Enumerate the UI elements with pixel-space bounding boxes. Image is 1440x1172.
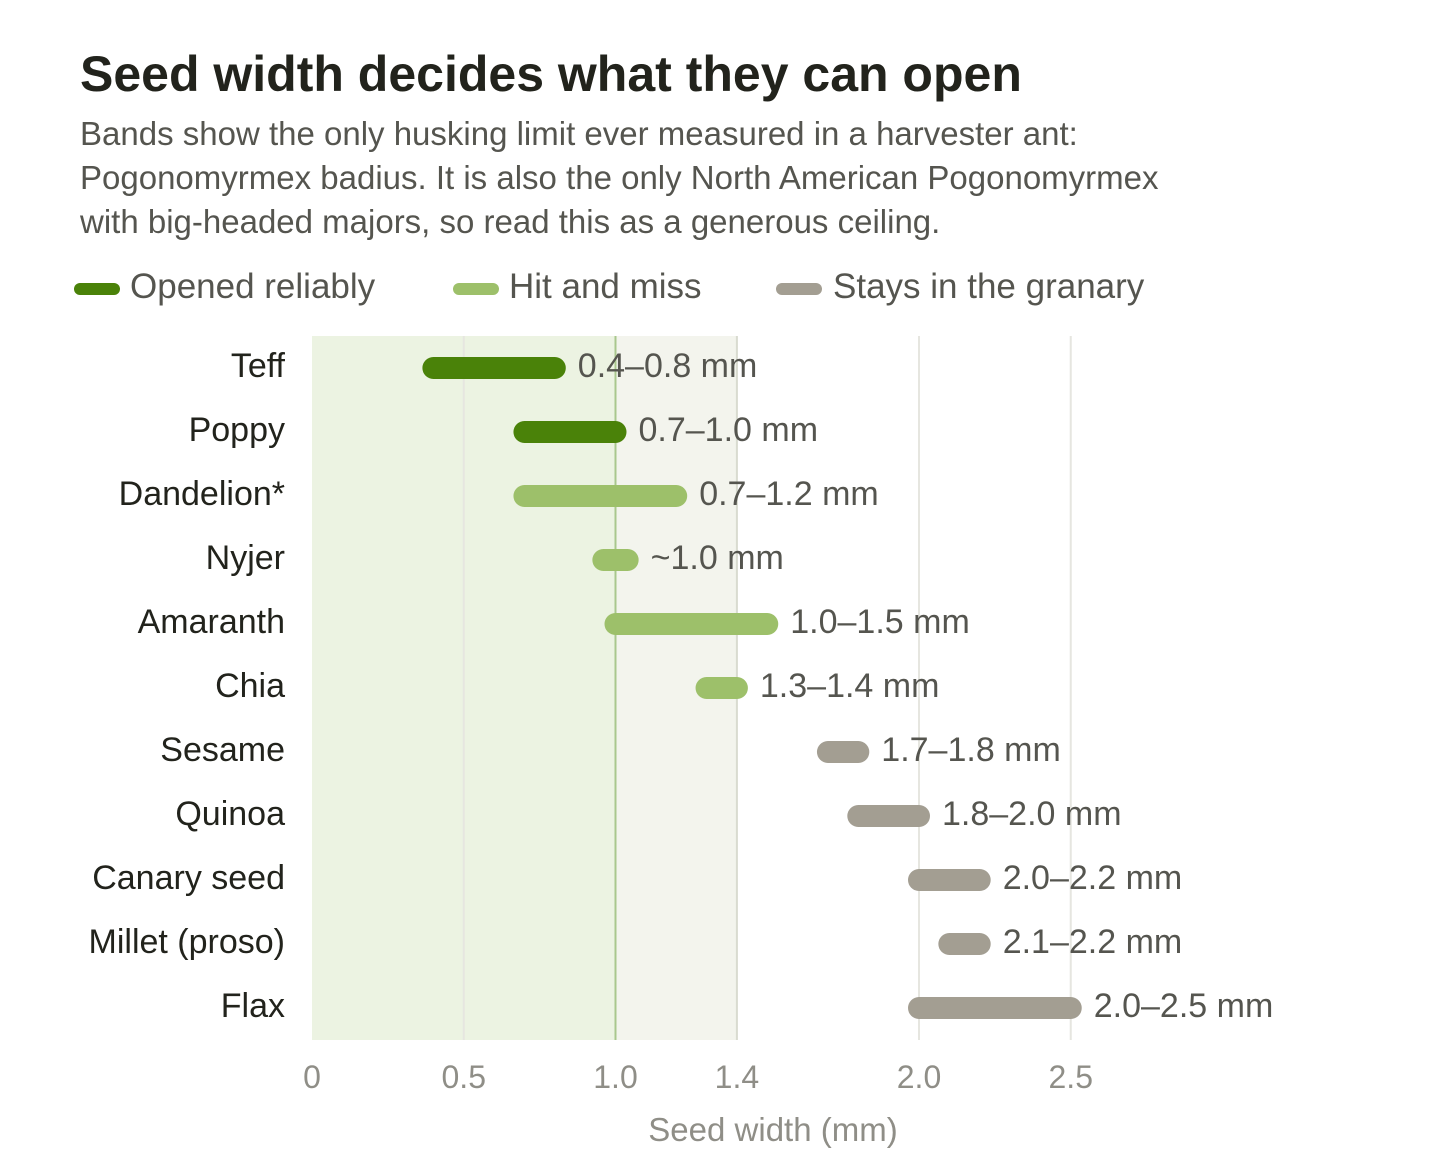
chart-title: Seed width decides what they can open bbox=[80, 46, 1022, 102]
value-label-flax: 2.0–2.5 mm bbox=[1094, 987, 1274, 1025]
value-label-chia: 1.3–1.4 mm bbox=[760, 667, 940, 705]
value-label-nyjer: ~1.0 mm bbox=[651, 539, 784, 577]
x-tick-label-2.5: 2.5 bbox=[1049, 1059, 1093, 1095]
category-label-amaranth: Amaranth bbox=[138, 603, 285, 641]
category-label-millet-proso: Millet (proso) bbox=[89, 923, 285, 961]
category-label-chia: Chia bbox=[215, 667, 285, 705]
legend-label-reliable: Opened reliably bbox=[130, 267, 376, 306]
value-label-dandelion: 0.7–1.2 mm bbox=[699, 475, 879, 513]
x-tick-label-0: 0 bbox=[303, 1059, 321, 1095]
value-label-poppy: 0.7–1.0 mm bbox=[639, 411, 819, 449]
value-label-teff: 0.4–0.8 mm bbox=[578, 347, 758, 385]
legend: Opened reliably Hit and miss Stays in th… bbox=[74, 267, 1145, 306]
x-axis-title: Seed width (mm) bbox=[648, 1111, 897, 1148]
x-tick-label-1.0: 1.0 bbox=[593, 1059, 637, 1095]
value-label-amaranth: 1.0–1.5 mm bbox=[790, 603, 970, 641]
category-label-sesame: Sesame bbox=[160, 731, 285, 769]
x-tick-label-2.0: 2.0 bbox=[897, 1059, 941, 1095]
x-tick-label-1.4: 1.4 bbox=[715, 1059, 759, 1095]
category-label-teff: Teff bbox=[231, 347, 286, 385]
chart-subtitle-line-3: with big-headed majors, so read this as … bbox=[79, 203, 940, 240]
value-label-sesame: 1.7–1.8 mm bbox=[881, 731, 1061, 769]
plot-marks: Teff 0.4–0.8 mm Poppy 0.7–1.0 mm Dandelion* 0… bbox=[89, 347, 1274, 1025]
category-label-quinoa: Quinoa bbox=[175, 795, 285, 833]
value-label-millet-proso: 2.1–2.2 mm bbox=[1003, 923, 1183, 961]
x-axis: 0 0.5 1.0 1.4 2.0 2.5 bbox=[303, 1059, 1093, 1095]
legend-label-partial: Hit and miss bbox=[509, 267, 702, 306]
value-label-quinoa: 1.8–2.0 mm bbox=[942, 795, 1122, 833]
category-label-nyjer: Nyjer bbox=[206, 539, 285, 577]
chart-subtitle-line-2: Pogonomyrmex badius. It is also the only… bbox=[80, 159, 1159, 196]
category-label-poppy: Poppy bbox=[189, 411, 285, 449]
category-label-flax: Flax bbox=[221, 987, 285, 1025]
chart-subtitle-line-1: Bands show the only husking limit ever m… bbox=[80, 115, 1078, 152]
category-label-dandelion: Dandelion* bbox=[119, 475, 285, 513]
value-label-canary-seed: 2.0–2.2 mm bbox=[1003, 859, 1183, 897]
x-tick-label-0.5: 0.5 bbox=[442, 1059, 486, 1095]
legend-label-none: Stays in the granary bbox=[833, 267, 1145, 306]
category-label-canary-seed: Canary seed bbox=[92, 859, 285, 897]
